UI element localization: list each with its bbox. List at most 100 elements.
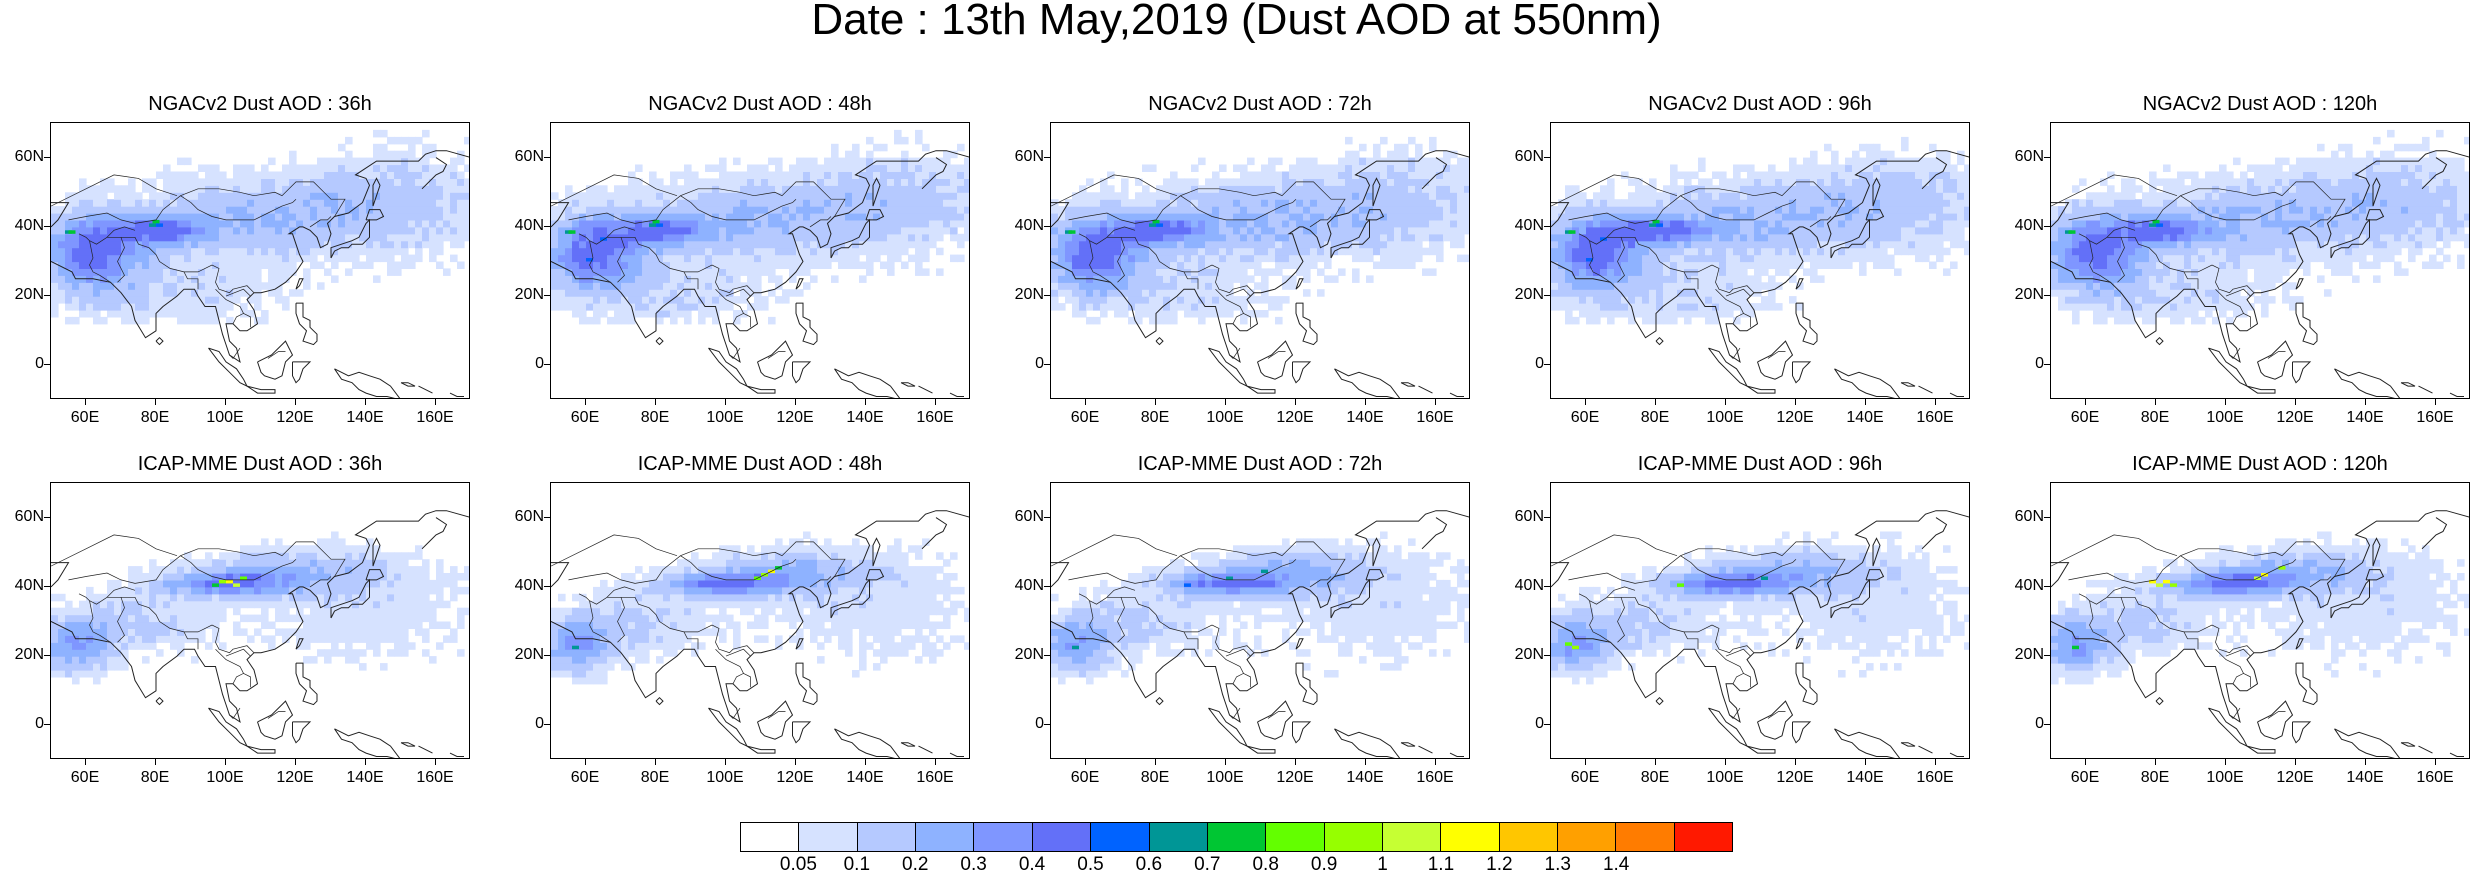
- lat-tick-mark: [544, 655, 550, 656]
- lat-tick-mark: [1044, 517, 1050, 518]
- lat-tick-mark: [44, 295, 50, 296]
- lon-tick-label: 160E: [1410, 410, 1460, 426]
- lat-tick-label: 20N: [0, 647, 44, 663]
- map-canvas: [1051, 123, 1470, 399]
- lon-tick-mark: [85, 399, 86, 405]
- lat-tick-label: 0: [1500, 716, 1544, 732]
- lon-tick-mark: [1295, 399, 1296, 405]
- lon-tick-label: 140E: [840, 410, 890, 426]
- colorbar-label: 0.2: [885, 856, 945, 874]
- lat-tick-mark: [44, 724, 50, 725]
- panel-title: ICAP-MME Dust AOD : 96h: [1550, 452, 1970, 476]
- lat-tick-mark: [1044, 157, 1050, 158]
- lon-tick-mark: [1655, 759, 1656, 765]
- lon-tick-label: 80E: [2130, 410, 2180, 426]
- lat-tick-mark: [1044, 295, 1050, 296]
- lon-tick-label: 120E: [770, 410, 820, 426]
- lon-tick-label: 100E: [700, 770, 750, 786]
- map-canvas: [2051, 123, 2470, 399]
- lon-tick-label: 120E: [2270, 410, 2320, 426]
- lat-tick-label: 40N: [1500, 218, 1544, 234]
- lon-tick-mark: [795, 399, 796, 405]
- lon-tick-mark: [1795, 399, 1796, 405]
- colorbar-swatch: [1150, 823, 1208, 851]
- lon-tick-label: 60E: [560, 410, 610, 426]
- lat-tick-mark: [2044, 157, 2050, 158]
- lat-tick-label: 60N: [0, 509, 44, 525]
- lat-tick-label: 20N: [500, 287, 544, 303]
- lat-tick-label: 20N: [0, 287, 44, 303]
- colorbar-label: 0.1: [827, 856, 887, 874]
- colorbar-label: 1: [1353, 856, 1413, 874]
- lat-tick-label: 60N: [500, 149, 544, 165]
- dust-aod-map: [2050, 122, 2470, 399]
- lat-tick-mark: [544, 586, 550, 587]
- lat-tick-label: 40N: [2000, 578, 2044, 594]
- lon-tick-mark: [1365, 399, 1366, 405]
- map-canvas: [1051, 483, 1470, 759]
- colorbar-label: 0.05: [768, 856, 828, 874]
- lon-tick-label: 120E: [1770, 410, 1820, 426]
- lat-tick-mark: [44, 226, 50, 227]
- lat-tick-label: 40N: [2000, 218, 2044, 234]
- lon-tick-label: 140E: [2340, 410, 2390, 426]
- lon-tick-mark: [795, 759, 796, 765]
- lon-tick-label: 60E: [60, 410, 110, 426]
- lon-tick-mark: [365, 399, 366, 405]
- lon-tick-label: 160E: [410, 770, 460, 786]
- lon-tick-mark: [2085, 759, 2086, 765]
- lat-tick-label: 60N: [1500, 509, 1544, 525]
- lat-tick-mark: [1544, 226, 1550, 227]
- colorbar-label: 1.2: [1469, 856, 1529, 874]
- lat-tick-mark: [1044, 226, 1050, 227]
- colorbar-label: 1.4: [1586, 856, 1646, 874]
- lon-tick-label: 160E: [410, 410, 460, 426]
- lat-tick-label: 20N: [1000, 287, 1044, 303]
- lat-tick-mark: [2044, 364, 2050, 365]
- colorbar-swatch: [741, 823, 799, 851]
- lat-tick-mark: [44, 586, 50, 587]
- lon-tick-label: 80E: [130, 770, 180, 786]
- lon-tick-mark: [1795, 759, 1796, 765]
- lon-tick-label: 120E: [770, 770, 820, 786]
- colorbar-label: 0.3: [944, 856, 1004, 874]
- lon-tick-mark: [1935, 399, 1936, 405]
- lat-tick-mark: [544, 295, 550, 296]
- dust-aod-map: [2050, 482, 2470, 759]
- lon-tick-mark: [2225, 399, 2226, 405]
- lon-tick-label: 140E: [2340, 770, 2390, 786]
- lon-tick-label: 140E: [1840, 770, 1890, 786]
- lon-tick-mark: [1155, 759, 1156, 765]
- colorbar-swatch: [799, 823, 857, 851]
- panel-title: ICAP-MME Dust AOD : 36h: [50, 452, 470, 476]
- lat-tick-label: 40N: [1500, 578, 1544, 594]
- lon-tick-mark: [725, 399, 726, 405]
- lat-tick-mark: [1544, 517, 1550, 518]
- lat-tick-mark: [1544, 364, 1550, 365]
- lat-tick-mark: [1044, 655, 1050, 656]
- lat-tick-mark: [544, 226, 550, 227]
- colorbar-label: 1.3: [1528, 856, 1588, 874]
- main-title: Date : 13th May,2019 (Dust AOD at 550nm): [0, 0, 2473, 40]
- colorbar-label: 0.9: [1294, 856, 1354, 874]
- lon-tick-label: 140E: [340, 770, 390, 786]
- lon-tick-label: 160E: [1410, 770, 1460, 786]
- lon-tick-label: 100E: [2200, 410, 2250, 426]
- aod-shading: [2051, 130, 2470, 325]
- lat-tick-label: 40N: [1000, 218, 1044, 234]
- map-canvas: [551, 483, 970, 759]
- map-canvas: [551, 123, 970, 399]
- lon-tick-mark: [2435, 399, 2436, 405]
- lon-tick-label: 120E: [270, 410, 320, 426]
- lat-tick-mark: [1544, 655, 1550, 656]
- lon-tick-mark: [1225, 759, 1226, 765]
- colorbar-label: 0.4: [1002, 856, 1062, 874]
- lon-tick-mark: [155, 399, 156, 405]
- lon-tick-label: 80E: [1630, 770, 1680, 786]
- lat-tick-label: 60N: [500, 509, 544, 525]
- lat-tick-label: 40N: [0, 578, 44, 594]
- map-canvas: [1551, 123, 1970, 399]
- lon-tick-mark: [1865, 759, 1866, 765]
